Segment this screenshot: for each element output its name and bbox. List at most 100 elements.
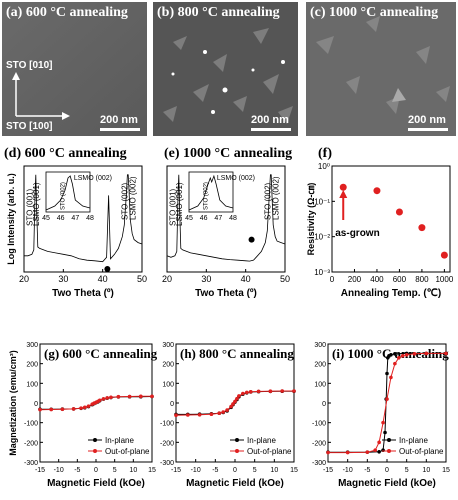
resistivity-chart: 10⁰ 10⁻¹ 10⁻² 10⁻³0 200 400 600 800 1000 as-grown…: [306, 162, 454, 299]
series-point: [424, 351, 429, 356]
legend-marker: [387, 438, 391, 442]
x-axis-label: Magnetic Field (kOe): [47, 478, 145, 489]
substrate-marker: [104, 266, 111, 273]
inset-tick-label: 46: [57, 215, 65, 222]
series-point: [197, 413, 202, 417]
series-point: [385, 397, 389, 401]
sem-c-label: (c) 1000 °C annealing: [310, 5, 439, 20]
as-grown-label: as-grown: [335, 228, 379, 239]
peak-label: LSMO (001): [175, 182, 184, 226]
inset-tick-label: 45: [185, 215, 193, 222]
series-point: [233, 399, 237, 404]
mh-g-chart: (g) 600 °C annealing-300-200-10001002003…: [8, 342, 158, 489]
inset-peak-label: LSMO (002): [217, 175, 255, 182]
x-tick-label: 200: [348, 275, 362, 284]
y-tick-label: 100: [314, 381, 326, 388]
y-tick-label: -300: [24, 460, 38, 467]
substrate-marker: [248, 236, 255, 243]
y-tick-label: -200: [24, 440, 38, 447]
series-point: [389, 353, 393, 357]
series-point: [400, 354, 405, 358]
series-point: [209, 412, 214, 417]
x-tick-label: 15: [290, 467, 298, 474]
inset-tick-label: 45: [42, 215, 50, 222]
legend-label: In-plane: [399, 436, 428, 445]
series-point: [241, 391, 245, 396]
y-axis-label: Log Intensity (arb. u.): [6, 173, 16, 265]
scale-bar-b: [251, 128, 291, 131]
direction-y-label: STO [010]: [6, 60, 53, 71]
xrd-e-chart: 20 30 40 50 Two Theta (º) STO (001)LSMO (001)…: [162, 165, 290, 299]
series-point: [280, 389, 284, 393]
x-tick-label: -5: [364, 467, 370, 474]
y-tick-label: 100: [26, 381, 38, 388]
x-axis-label: Magnetic Field (kOe): [338, 478, 436, 489]
scale-bar-a: [100, 128, 140, 131]
scale-bar-b-label: 200 nm: [251, 114, 289, 126]
inset-tick-label: 47: [71, 215, 79, 222]
series-point: [150, 394, 154, 399]
xrd-d-chart: 20 30 40 50 Two Theta (º) Log Intensity (arb.…: [6, 165, 147, 299]
series-point: [139, 394, 143, 399]
series-point: [404, 353, 409, 357]
series-point: [109, 395, 113, 400]
y-tick-label: -200: [160, 440, 174, 447]
x-tick-label: 5: [113, 467, 117, 474]
scale-bar-c-label: 200 nm: [408, 114, 446, 126]
series-point: [225, 408, 229, 412]
legend-label: Out-of-plane: [399, 447, 444, 456]
inset-peak-label: STO (002): [203, 182, 209, 210]
series-point: [292, 389, 296, 393]
peak-label: LSMO (002): [271, 176, 280, 220]
peak-label: LSMO (002): [128, 176, 137, 220]
series-point: [71, 407, 76, 411]
plot-frame: [23, 165, 143, 273]
y-tick-label: 0: [34, 401, 38, 408]
x-tick-label: -15: [171, 467, 181, 474]
y-tick-label: 10⁻²: [314, 233, 330, 242]
legend-marker: [93, 438, 97, 442]
resistivity-point: [395, 208, 403, 216]
y-tick-label: 200: [26, 362, 38, 369]
inset-trace: [45, 175, 91, 211]
series-point: [412, 352, 417, 356]
x-tick-label: 20: [162, 274, 172, 284]
series-point: [248, 389, 253, 394]
x-tick-label: 0: [233, 467, 237, 474]
series-point: [105, 396, 109, 400]
legend-marker: [387, 449, 391, 453]
peak-label: STO (001): [169, 188, 178, 226]
series-point: [345, 450, 350, 455]
inset-tick-label: 48: [86, 215, 94, 222]
series-point: [237, 394, 241, 398]
series-point: [385, 371, 389, 376]
series-point: [116, 394, 121, 399]
series-line: [328, 352, 446, 453]
series-point: [97, 398, 102, 403]
series-point: [186, 413, 190, 417]
sem-image-a: (a) 600 °C annealing STO [010] STO [100]…: [2, 2, 147, 136]
series-point: [83, 405, 87, 410]
x-tick-label: 15: [442, 467, 450, 474]
series-point: [444, 351, 448, 356]
x-tick-label: 15: [148, 467, 156, 474]
peak-label: LSMO (001): [32, 182, 41, 226]
y-tick-label: 300: [162, 342, 174, 349]
series-point: [256, 389, 261, 394]
y-tick-label: 300: [314, 342, 326, 349]
y-tick-label: 300: [26, 342, 38, 349]
y-tick-label: 0: [170, 401, 174, 408]
series-point: [86, 404, 91, 408]
inset-peak-label: STO (002): [60, 182, 66, 210]
legend-label: Out-of-plane: [105, 447, 150, 456]
series-point: [221, 410, 225, 414]
y-tick-label: -300: [160, 460, 174, 467]
y-tick-label: -100: [160, 421, 174, 428]
x-tick-label: 50: [280, 274, 290, 284]
series-point: [79, 406, 83, 410]
y-tick-label: 10⁻³: [314, 268, 330, 277]
plot-frame: [331, 165, 451, 273]
series-point: [381, 420, 385, 425]
x-tick-label: 0: [330, 275, 335, 284]
y-axis-label: Resistivity (Ω-㎝): [306, 183, 316, 256]
